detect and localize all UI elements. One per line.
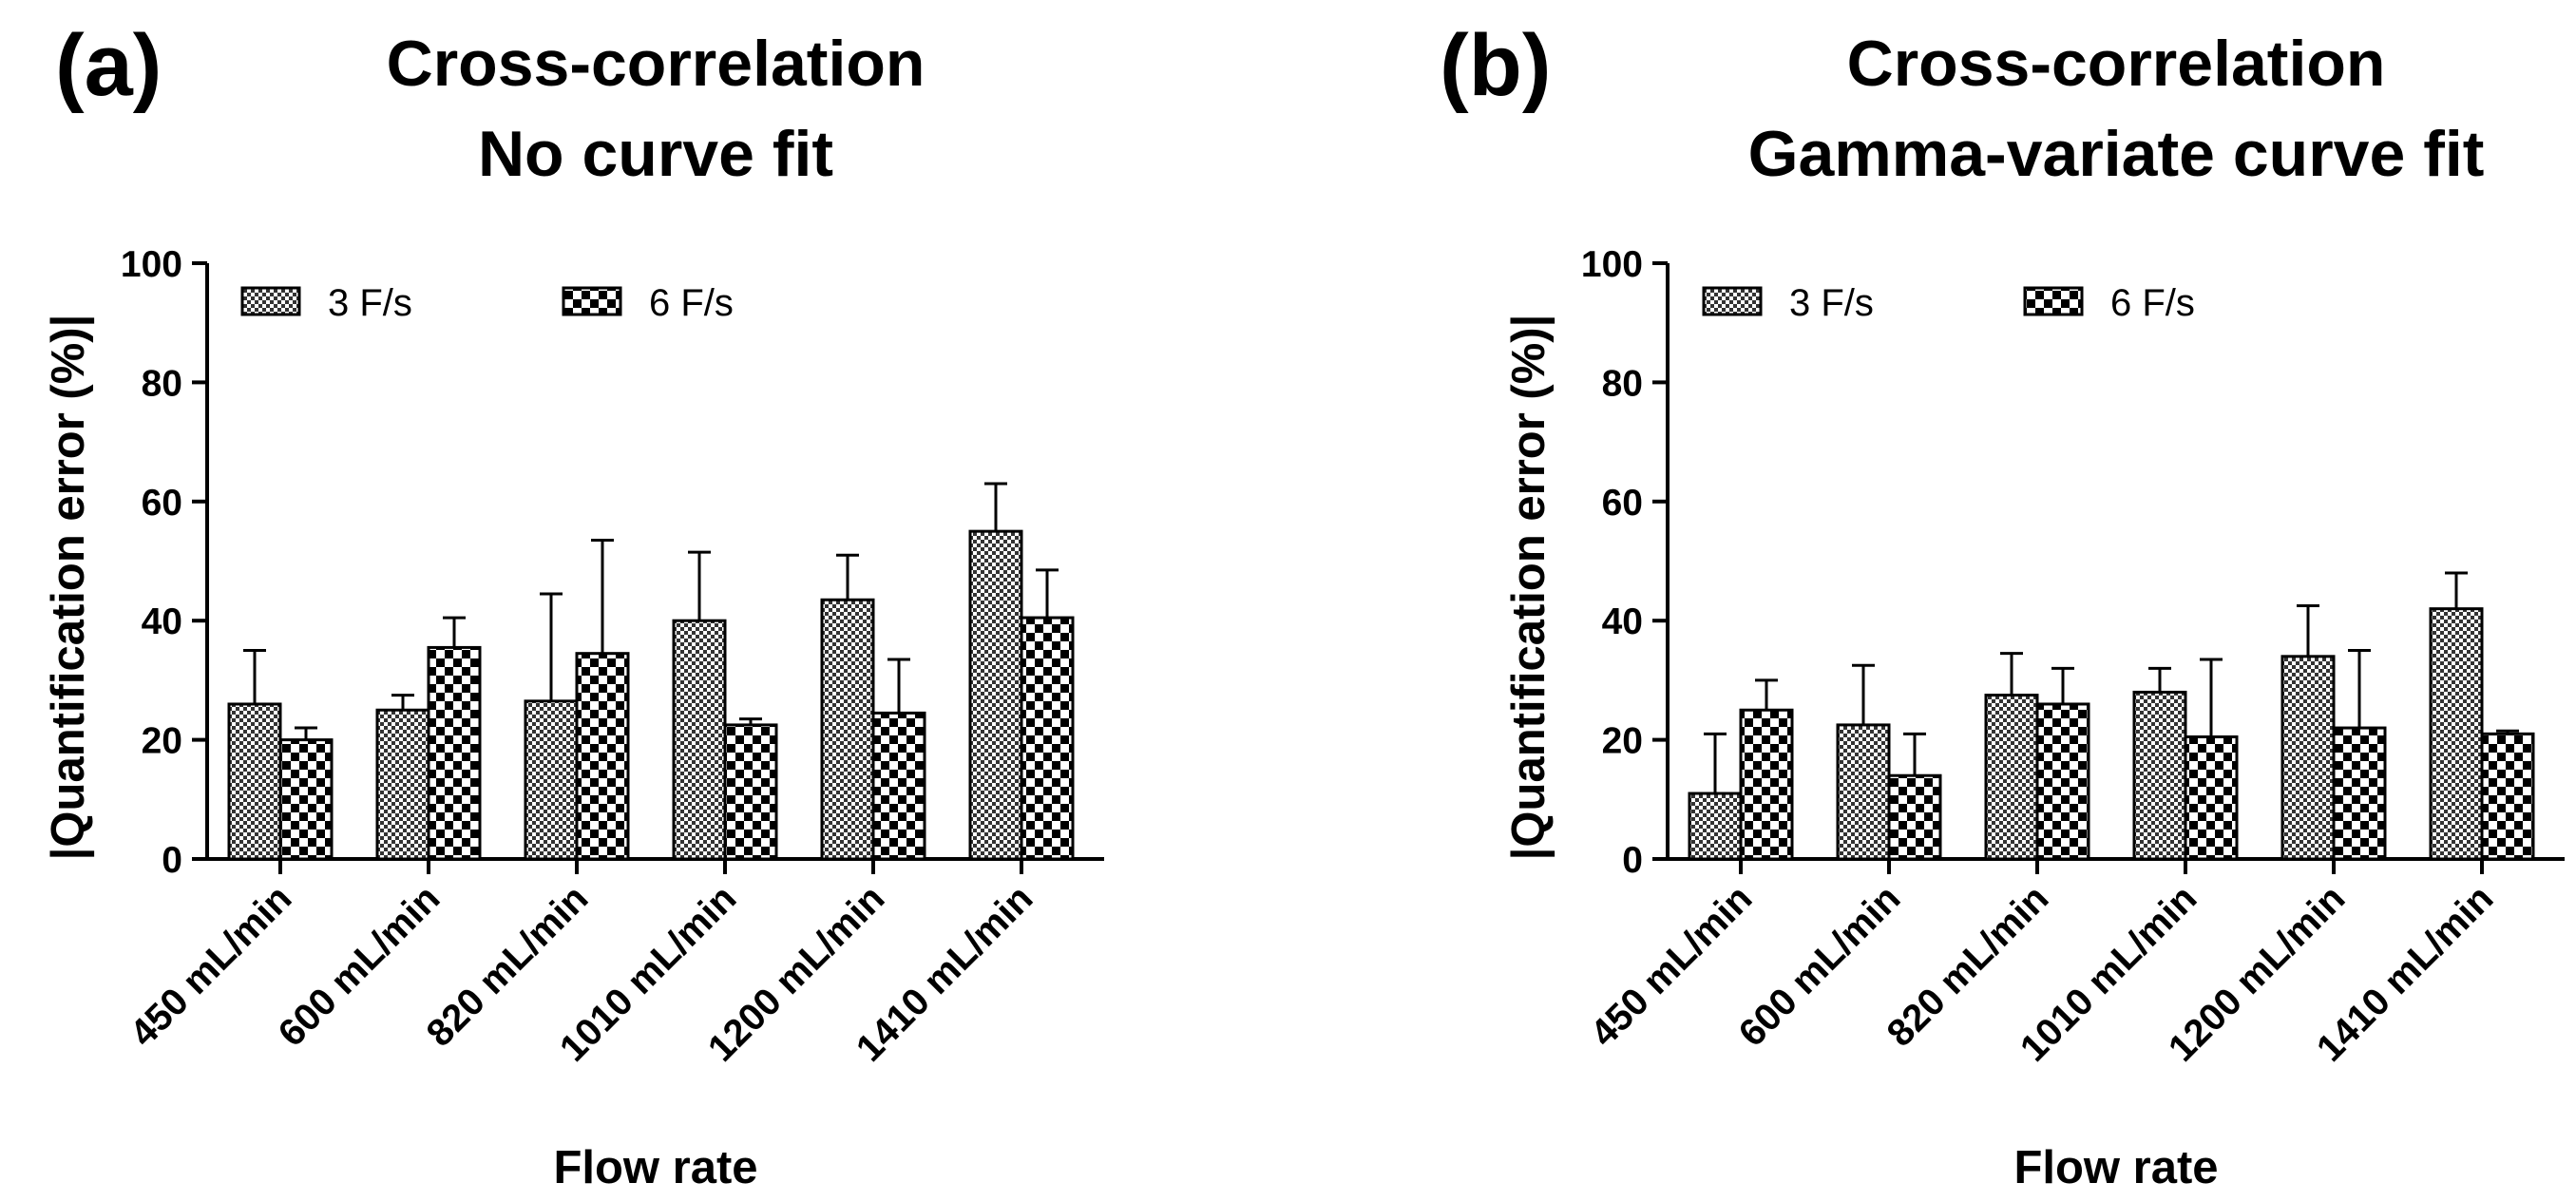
y-axis-title: |Quantification error (%)|	[1503, 315, 1555, 861]
y-tick-label: 100	[1581, 244, 1643, 285]
y-tick-label: 100	[121, 244, 182, 285]
bar-3fs	[375, 708, 430, 861]
bar-6fs	[1020, 616, 1075, 861]
legend-swatch-6fs	[2023, 286, 2084, 316]
chart-title-line-2: No curve fit	[478, 118, 833, 190]
legend-label-6fs: 6 F/s	[2110, 282, 2195, 324]
y-tick-label: 20	[1602, 721, 1643, 762]
legend-label-3fs: 3 F/s	[1789, 282, 1874, 324]
bar-3fs	[524, 699, 579, 861]
y-tick-label: 20	[142, 721, 182, 762]
legend-label-3fs: 3 F/s	[328, 282, 412, 324]
legend-label-6fs: 6 F/s	[649, 282, 734, 324]
bar-3fs	[2429, 607, 2484, 861]
y-tick-label: 80	[1602, 363, 1643, 404]
y-tick-label: 0	[162, 840, 182, 881]
bar-3fs	[672, 619, 727, 861]
y-tick-label: 0	[1622, 840, 1643, 881]
bar-6fs	[2035, 702, 2090, 861]
bar-3fs	[2132, 690, 2187, 861]
y-tick-label: 40	[1602, 601, 1643, 642]
bar-3fs	[2280, 655, 2336, 861]
bars	[1688, 571, 2535, 861]
bar-6fs	[427, 645, 482, 861]
panel-a: (a) Cross-correlation No curve fit |Quan…	[43, 17, 1104, 1193]
bar-6fs	[723, 723, 778, 861]
y-tick-label: 60	[1602, 483, 1643, 524]
bar-6fs	[1739, 708, 1794, 861]
chart-title-line-2: Gamma-variate curve fit	[1748, 118, 2485, 190]
x-axis-title: Flow rate	[2013, 1142, 2218, 1193]
legend-swatch-3fs	[1702, 286, 1763, 316]
bar-6fs	[2184, 735, 2239, 861]
legend: 3 F/s 6 F/s	[1702, 282, 2195, 324]
bar-6fs	[1887, 773, 1942, 861]
legend-swatch-3fs	[240, 286, 301, 316]
bar-6fs	[2332, 726, 2387, 861]
bar-3fs	[1688, 792, 1743, 861]
legend: 3 F/s 6 F/s	[240, 282, 734, 324]
y-tick-label: 80	[142, 363, 182, 404]
bar-3fs	[968, 529, 1023, 861]
bar-3fs	[227, 702, 282, 861]
x-axis-title: Flow rate	[553, 1142, 757, 1193]
chart-title-line-1: Cross-correlation	[387, 28, 925, 100]
chart-title-line-1: Cross-correlation	[1847, 28, 2386, 100]
y-axis-title: |Quantification error (%)|	[43, 315, 94, 861]
panel-label: (b)	[1440, 17, 1551, 114]
legend-swatch-6fs	[562, 286, 622, 316]
bar-6fs	[575, 652, 630, 861]
panel-label: (a)	[55, 17, 162, 114]
y-tick-label: 60	[142, 483, 182, 524]
panel-b: (b) Cross-correlation Gamma-variate curv…	[1440, 17, 2565, 1193]
bar-6fs	[2480, 732, 2535, 861]
bar-3fs	[820, 598, 875, 861]
bar-3fs	[1836, 723, 1891, 861]
bars	[227, 482, 1075, 861]
bar-6fs	[871, 711, 926, 861]
y-tick-label: 40	[142, 601, 182, 642]
bar-6fs	[278, 738, 334, 861]
bar-3fs	[1984, 694, 2039, 861]
